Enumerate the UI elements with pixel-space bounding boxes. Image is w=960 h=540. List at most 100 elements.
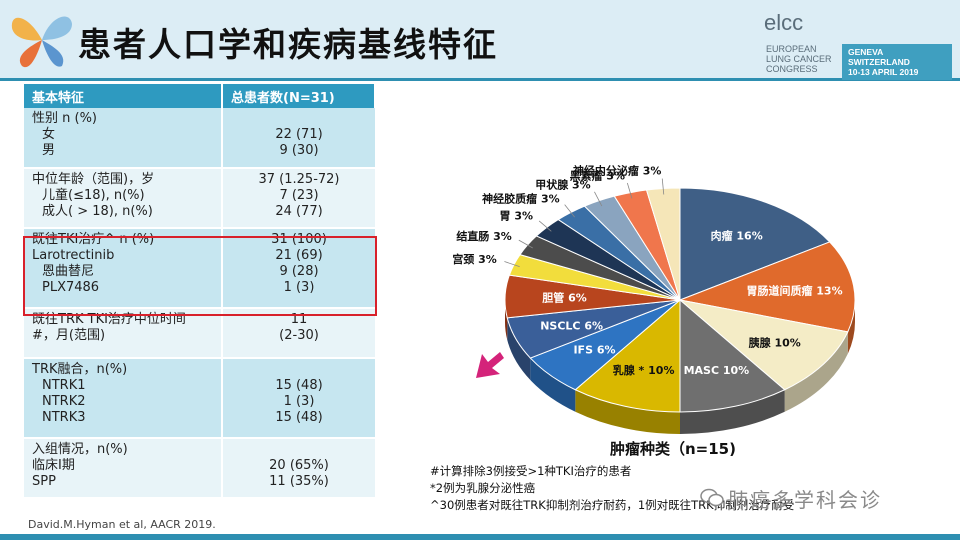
logo-wordmark: elcc <box>764 10 804 35</box>
row-sublabel: 临床I期 <box>32 458 75 473</box>
row-value: 37 (1.25-72) <box>258 172 340 187</box>
row-label: 既往TKI治疗^ n (%) <box>32 232 155 247</box>
table-row: TRK融合，n(%) NTRK1 NTRK2 NTRK3 15 (48) 1 (… <box>24 358 375 439</box>
pie-slice-side <box>784 331 848 412</box>
footnote: #计算排除3例接受>1种TKI治疗的患者 <box>430 464 632 478</box>
row-value: 21 (69) <box>275 248 323 263</box>
pie-leader-line <box>626 182 633 199</box>
row-value: 1 (3) <box>283 280 315 295</box>
pie-leader-line <box>564 204 575 218</box>
logo-line-1: EUROPEAN <box>766 44 817 54</box>
prior-tki-highlight-box <box>23 236 377 316</box>
header-divider <box>0 78 960 81</box>
row-value: 9 (28) <box>279 264 319 279</box>
tumor-type-pie-chart: 肉瘤 16% 胃肠道间质瘤 13% 胰腺 10% MASC 10% 乳腺 * 10% IF… <box>452 164 856 434</box>
logo-badge-location: GENEVA SWITZERLAND <box>848 47 910 67</box>
table-row: 入组情况，n(%) 临床I期 SPP 20 (65%) 11 (35%) <box>24 438 375 499</box>
pie-slice-label: 胃 3% <box>500 210 534 223</box>
table-header-total: 总患者数(N=31) <box>222 84 376 108</box>
butterfly-logo-icon <box>11 16 72 68</box>
row-sublabel: 恩曲替尼 <box>42 264 95 279</box>
pie-slice-label: NSCLC 6% <box>540 320 603 333</box>
pie-slice-side <box>575 389 680 434</box>
row-sublabel: 男 <box>42 143 56 158</box>
pie-slice-label: 甲状腺 3% <box>535 178 591 192</box>
pie-slice-label: 乳腺 * 10% <box>613 363 675 377</box>
table-row: 性别 n (%) 女 男 22 (71) 9 (30) <box>24 108 375 169</box>
baseline-table: 基本特征 总患者数(N=31) 性别 n (%) 女 男 22 (71) 9 (… <box>24 84 376 499</box>
row-value: 11 (35%) <box>269 474 329 489</box>
row-sublabel: NTRK3 <box>42 410 86 425</box>
watermark: 肺癌多学科会诊 <box>728 488 882 512</box>
row-sublabel: 女 <box>42 127 56 142</box>
table-row: 中位年龄（范围)，岁 儿童(≤18), n(%) 成人( > 18), n(%)… <box>24 168 375 229</box>
pie-slice-label: 胃肠道间质瘤 13% <box>746 284 842 298</box>
logo-badge: GENEVA SWITZERLAND 10-13 APRIL 2019 <box>842 44 952 80</box>
footnote: *2例为乳腺分泌性癌 <box>430 481 536 495</box>
pie-leader-line <box>504 261 520 267</box>
pie-slice-side <box>847 300 855 354</box>
pie-slice-side <box>530 358 576 412</box>
table-row-prior-tki: 既往TKI治疗^ n (%) Larotrectinib 恩曲替尼 PLX748… <box>24 228 375 309</box>
header-bar <box>0 0 960 78</box>
row-label: TRK融合，n(%) <box>32 362 128 377</box>
citation: David.M.Hyman et al, AACR 2019. <box>28 518 216 531</box>
pie-slice-label: 肉瘤 16% <box>711 229 763 243</box>
row-sublabel: PLX7486 <box>42 280 100 295</box>
row-value: 7 (23) <box>279 188 319 203</box>
row-sublabel: SPP <box>32 474 56 489</box>
row-sublabel: #，月(范围) <box>32 328 106 343</box>
footnotes: #计算排除3例接受>1种TKI治疗的患者 *2例为乳腺分泌性癌 ^30例患者对既… <box>430 463 794 514</box>
row-value: 1 (3) <box>283 394 315 409</box>
footnote: ^30例患者对既往TRK抑制剂治疗耐药，1例对既往TRK抑制剂治疗耐受 <box>430 498 795 512</box>
pie-slice-label: 胆管 6% <box>542 291 587 305</box>
row-label: 中位年龄（范围)，岁 <box>32 172 155 187</box>
row-value: (2-30) <box>279 328 319 343</box>
row-label: 性别 n (%) <box>32 111 98 126</box>
pie-slice-label: 神经内分泌瘤 3% <box>573 164 662 178</box>
pie-slice <box>678 299 849 391</box>
row-value: 31 (100) <box>271 232 327 247</box>
pie-slice <box>574 298 681 413</box>
row-value: 22 (71) <box>275 127 323 142</box>
row-sublabel: 儿童(≤18), n(%) <box>42 188 145 203</box>
logo-lines: EUROPEAN LUNG CANCER CONGRESS <box>766 44 832 74</box>
pie-slice-label: MASC 10% <box>684 364 750 377</box>
table-header-row: 基本特征 总患者数(N=31) <box>24 84 376 108</box>
pie-slice-side <box>507 317 531 381</box>
chart-title: 肿瘤种类（n=15) <box>610 440 736 458</box>
row-label: 入组情况，n(%) <box>32 442 128 457</box>
page-title: 患者人口学和疾病基线特征 <box>78 25 498 64</box>
pie-slice-label: 神经胶质瘤 3% <box>482 191 560 205</box>
logo-line-3: CONGRESS <box>766 64 818 74</box>
row-value: 24 (77) <box>275 204 323 219</box>
logo-line-2: LUNG CANCER <box>766 54 832 64</box>
row-sublabel: Larotrectinib <box>32 248 115 263</box>
pie-slice-label: 黑素瘤 3% <box>570 168 626 182</box>
row-sublabel: NTRK2 <box>42 394 86 409</box>
table-row: 既往TRK TKI治疗中位时间 #，月(范围) 11 (2-30) <box>24 308 375 359</box>
pie-slice-label: 结直肠 3% <box>455 229 512 243</box>
row-sublabel: NTRK1 <box>42 378 86 393</box>
pie-slice-label: 胰腺 10% <box>748 335 801 349</box>
pie-slice-side <box>680 389 785 434</box>
pie-leader-line <box>538 220 552 232</box>
table-header-characteristic: 基本特征 <box>24 84 223 108</box>
row-value: 15 (48) <box>275 378 323 393</box>
wechat-icon <box>700 488 724 507</box>
footer-bar <box>0 534 960 540</box>
row-value: 9 (30) <box>279 143 319 158</box>
row-sublabel: 成人( > 18), n(%) <box>42 204 153 219</box>
pie-slice <box>679 298 786 413</box>
pie-leader-line <box>518 239 533 249</box>
pie-slice <box>679 187 831 301</box>
pie-slice-label: IFS 6% <box>573 344 615 357</box>
row-value: 15 (48) <box>275 410 323 425</box>
elcc-logo: elcc EUROPEAN LUNG CANCER CONGRESS GENEV… <box>762 8 952 80</box>
row-value: 20 (65%) <box>269 458 329 473</box>
pie-leader-line <box>594 191 603 207</box>
logo-badge-date: 10-13 APRIL 2019 <box>848 67 919 77</box>
pie-slice <box>678 241 856 333</box>
pie-slice-label: 宫颈 3% <box>452 252 497 266</box>
pie-leader-line <box>661 178 665 195</box>
